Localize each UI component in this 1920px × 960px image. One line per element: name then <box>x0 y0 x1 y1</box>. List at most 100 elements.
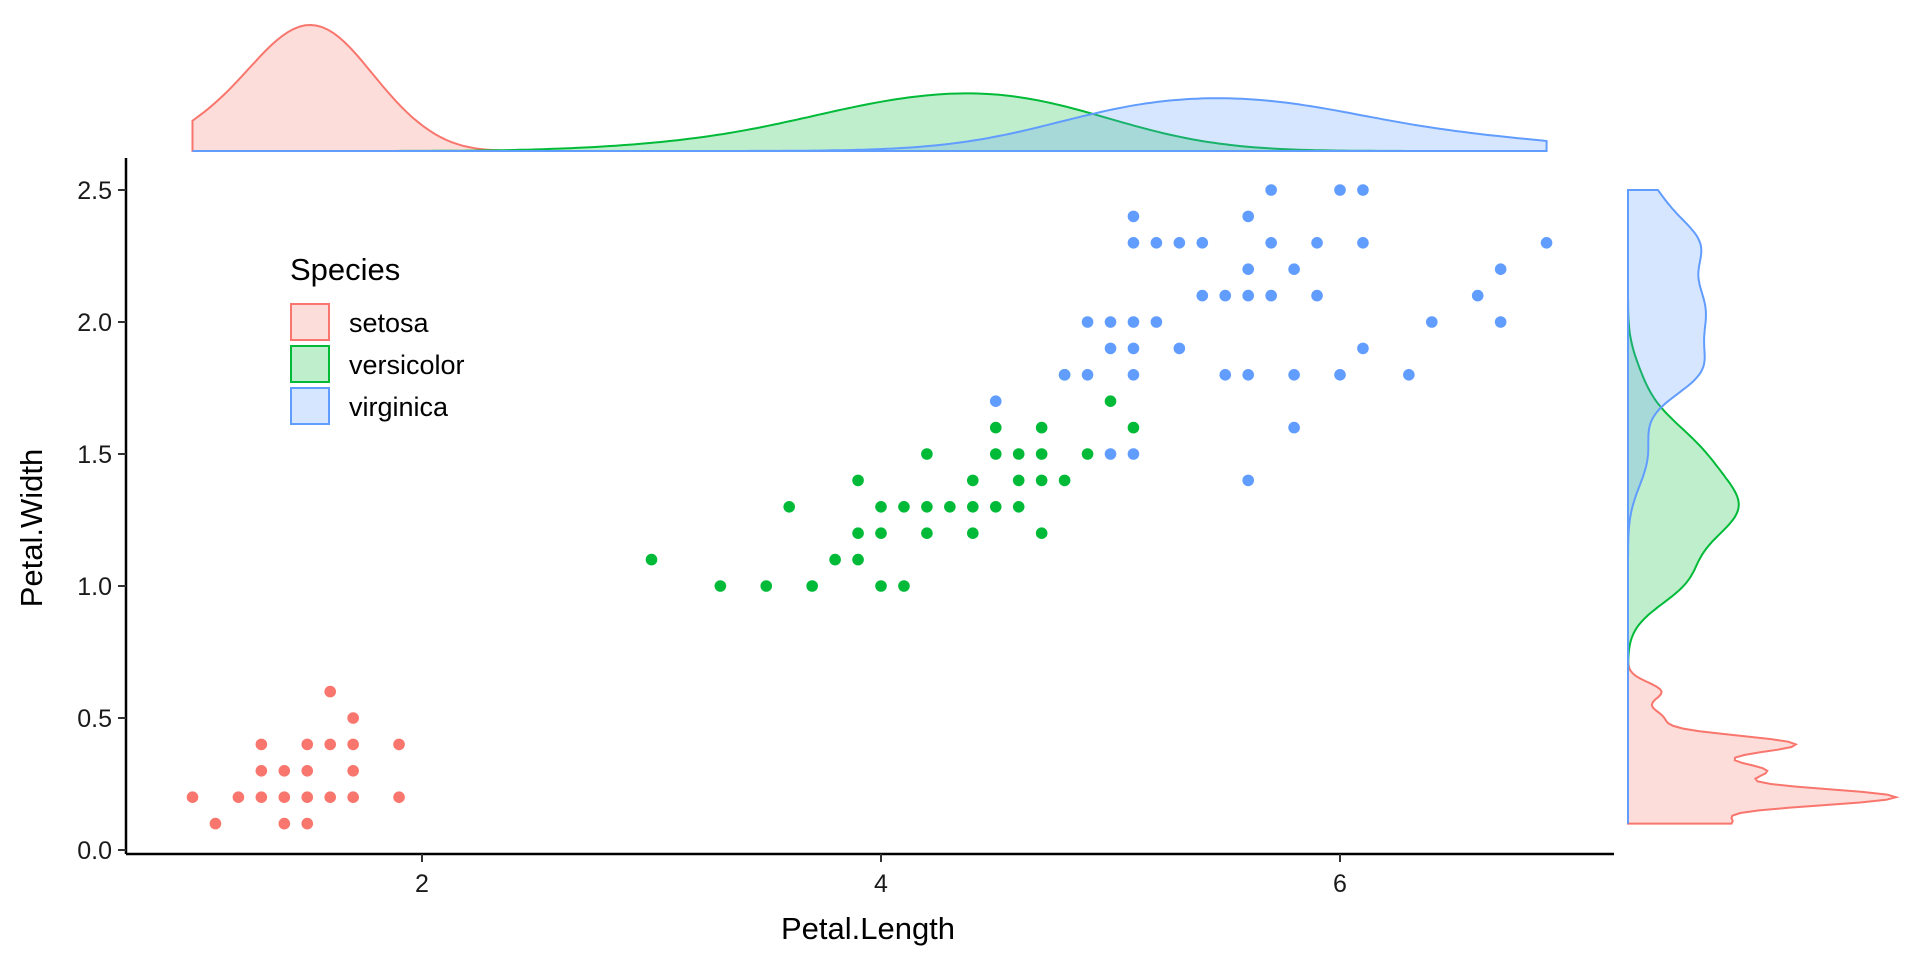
versicolor-point <box>875 580 887 592</box>
virginica-point <box>1081 369 1094 381</box>
versicolor-point <box>898 580 910 592</box>
setosa-point <box>301 765 314 777</box>
virginica-point <box>1173 237 1186 249</box>
versicolor-point <box>1012 448 1025 460</box>
versicolor-point <box>760 580 773 592</box>
virginica-point <box>1104 316 1117 328</box>
virginica-point <box>1058 369 1071 381</box>
y-tick-label: 0.0 <box>77 837 112 865</box>
legend-key-virginica <box>290 387 330 425</box>
virginica-point <box>1242 263 1254 276</box>
y-tick-label: 2.5 <box>77 177 112 205</box>
setosa-point <box>347 712 359 724</box>
versicolor-point <box>944 501 956 513</box>
versicolor-point <box>1127 421 1140 434</box>
setosa-point <box>278 817 291 830</box>
legend: Species setosa versicolor virginica <box>290 252 465 425</box>
setosa-point <box>347 738 359 751</box>
virginica-point <box>1403 369 1415 381</box>
virginica-point <box>1127 210 1140 223</box>
x-tick-label: 6 <box>1333 870 1347 898</box>
y-tick-label: 1.0 <box>77 573 112 601</box>
versicolor-point <box>829 553 841 566</box>
versicolor-point <box>1035 421 1048 434</box>
virginica-point <box>1196 237 1209 249</box>
versicolor-point <box>967 527 979 539</box>
virginica-point <box>1334 184 1346 196</box>
versicolor-point <box>1104 395 1117 408</box>
legend-label-versicolor: versicolor <box>349 350 465 380</box>
versicolor-point <box>783 501 795 513</box>
setosa-point <box>209 817 222 830</box>
setosa-point <box>301 791 314 803</box>
versicolor-point <box>989 421 1002 434</box>
setosa-point <box>324 791 337 803</box>
versicolor-point <box>1035 527 1048 539</box>
versicolor-point <box>921 527 933 539</box>
virginica-point <box>1127 237 1140 249</box>
virginica-point <box>1426 316 1438 328</box>
virginica-point <box>1127 342 1140 355</box>
legend-title: Species <box>290 252 400 287</box>
virginica-point <box>1265 289 1277 302</box>
y-tick-label: 0.5 <box>77 705 112 733</box>
setosa-point <box>347 791 359 803</box>
virginica-point <box>1334 369 1346 381</box>
x-axis-ticks: 2 4 6 <box>415 854 1347 898</box>
virginica-right-density <box>1627 189 1707 824</box>
right-marginal-density <box>1627 189 1900 825</box>
y-tick-label: 2.0 <box>77 309 112 337</box>
versicolor-point <box>989 501 1002 513</box>
virginica-point <box>1150 316 1163 328</box>
versicolor-point <box>714 580 727 592</box>
setosa-point <box>278 765 291 777</box>
y-tick-label: 1.5 <box>77 441 112 469</box>
versicolor-point <box>1058 474 1071 487</box>
versicolor-point <box>1035 448 1048 460</box>
virginica-point <box>1311 289 1323 302</box>
setosa-point <box>301 817 314 830</box>
versicolor-point <box>852 553 864 566</box>
virginica-point <box>1357 342 1369 355</box>
setosa-point <box>301 738 314 751</box>
virginica-point <box>1127 448 1140 460</box>
versicolor-point <box>921 501 933 513</box>
setosa-point <box>255 738 268 751</box>
versicolor-point <box>967 501 979 513</box>
virginica-point <box>1219 369 1232 381</box>
versicolor-point <box>1012 501 1025 513</box>
virginica-top-density <box>192 97 1548 152</box>
scatter-points <box>186 184 1553 830</box>
virginica-point <box>1242 289 1254 302</box>
setosa-point <box>393 791 405 803</box>
virginica-point <box>1127 369 1140 381</box>
virginica-point <box>1104 342 1117 355</box>
legend-label-setosa: setosa <box>349 308 430 338</box>
legend-key-versicolor <box>290 345 330 383</box>
y-axis-title: Petal.Width <box>14 449 49 608</box>
virginica-point <box>1494 263 1507 276</box>
virginica-point <box>1288 263 1300 276</box>
virginica-point <box>1242 474 1254 487</box>
versicolor-point <box>875 527 887 539</box>
x-tick-label: 2 <box>415 870 429 898</box>
setosa-point <box>232 791 245 803</box>
axes <box>124 158 1614 856</box>
virginica-point <box>1357 237 1369 249</box>
virginica-point <box>1242 369 1254 381</box>
virginica-point <box>1357 184 1369 196</box>
virginica-point <box>1540 237 1553 249</box>
setosa-point <box>255 765 268 777</box>
virginica-point <box>1196 289 1209 302</box>
legend-key-setosa <box>290 303 330 341</box>
virginica-point <box>1288 369 1300 381</box>
virginica-point <box>1242 210 1254 223</box>
virginica-point <box>1288 421 1300 434</box>
virginica-point <box>1265 237 1277 249</box>
versicolor-point <box>1035 474 1048 487</box>
versicolor-point <box>1012 474 1025 487</box>
virginica-point <box>1494 316 1507 328</box>
virginica-point <box>1311 237 1323 249</box>
top-marginal-density <box>191 23 1548 152</box>
